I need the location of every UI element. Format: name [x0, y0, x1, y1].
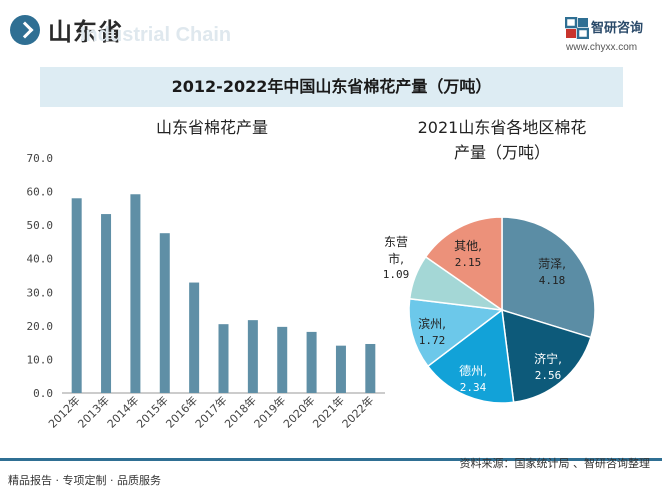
- bar: [71, 198, 82, 393]
- x-tick-label: 2018年: [222, 393, 259, 430]
- top-bar: 山东省 Industrial Chain 智研咨询 www.chyxx.com: [0, 0, 662, 60]
- x-tick-label: 2015年: [133, 393, 170, 430]
- brand-logo-icon: [565, 17, 589, 39]
- y-tick-label: 0.0: [33, 387, 53, 400]
- bar: [306, 331, 317, 393]
- slice-value-label: 2.15: [455, 256, 482, 269]
- y-tick-label: 10.0: [27, 353, 54, 366]
- region-title: 山东省: [48, 18, 123, 46]
- bar: [218, 324, 229, 393]
- y-tick-label: 20.0: [27, 320, 54, 333]
- slice-name-label: 滨州,: [418, 316, 446, 331]
- slice-value-label: 4.18: [539, 274, 566, 287]
- slice-value-label: 1.09: [383, 268, 410, 281]
- bar: [130, 194, 141, 393]
- slice-name-label: 其他,: [454, 239, 482, 253]
- pie-slice: [501, 216, 596, 339]
- x-tick-label: 2013年: [75, 393, 112, 430]
- bar: [247, 320, 258, 393]
- watermark-text: Industrial Chain: [80, 24, 232, 46]
- chevron-right-icon: [10, 15, 40, 45]
- x-tick-label: 2019年: [251, 393, 288, 430]
- slice-name-label: 市,: [388, 251, 404, 266]
- bar: [159, 233, 170, 393]
- x-tick-label: 2016年: [163, 393, 200, 430]
- bar: [189, 282, 200, 393]
- bar: [277, 326, 288, 393]
- title-band: 2012-2022年中国山东省棉花产量（万吨）: [40, 67, 623, 107]
- slice-name-label: 德州,: [459, 363, 487, 378]
- bar: [101, 214, 112, 393]
- x-tick-label: 2017年: [192, 393, 229, 430]
- slice-name-label: 菏泽,: [538, 257, 566, 271]
- y-tick-label: 40.0: [27, 253, 54, 266]
- y-tick-label: 70.0: [27, 152, 54, 165]
- x-tick-label: 2022年: [339, 393, 376, 430]
- main-title: 2012-2022年中国山东省棉花产量（万吨）: [171, 77, 492, 96]
- brand-url: www.chyxx.com: [566, 42, 638, 53]
- pie-chart-title: 2021山东省各地区棉花: [418, 118, 587, 137]
- x-tick-label: 2020年: [280, 393, 317, 430]
- x-tick-label: 2021年: [310, 393, 347, 430]
- pie-chart-title: 产量（万吨）: [454, 143, 550, 162]
- slice-value-label: 1.72: [419, 334, 446, 347]
- pie-slice: [424, 216, 503, 312]
- bar: [335, 345, 346, 393]
- footer: 资料来源：国家统计局 、智研咨询整理 精品报告 · 专项定制 · 品质服务: [0, 457, 662, 494]
- footer-tagline: 精品报告 · 专项定制 · 品质服务: [8, 474, 161, 487]
- bar-chart-title: 山东省棉花产量: [156, 118, 268, 137]
- pie-slice: [426, 308, 515, 404]
- pie-slice: [501, 308, 592, 404]
- y-tick-label: 30.0: [27, 286, 54, 299]
- brand-name: 智研咨询: [591, 21, 644, 36]
- slice-value-label: 2.34: [460, 381, 487, 394]
- x-tick-label: 2014年: [104, 393, 141, 430]
- y-tick-label: 60.0: [27, 186, 54, 199]
- pie-slice: [408, 297, 504, 368]
- bar: [365, 343, 376, 393]
- y-tick-label: 50.0: [27, 219, 54, 232]
- footer-divider: [0, 458, 662, 461]
- slice-name-label: 济宁,: [534, 351, 562, 366]
- slice-name-label: 东营: [384, 235, 408, 249]
- slice-value-label: 2.56: [535, 369, 562, 382]
- source-text: 资料来源：国家统计局 、智研咨询整理: [459, 457, 651, 470]
